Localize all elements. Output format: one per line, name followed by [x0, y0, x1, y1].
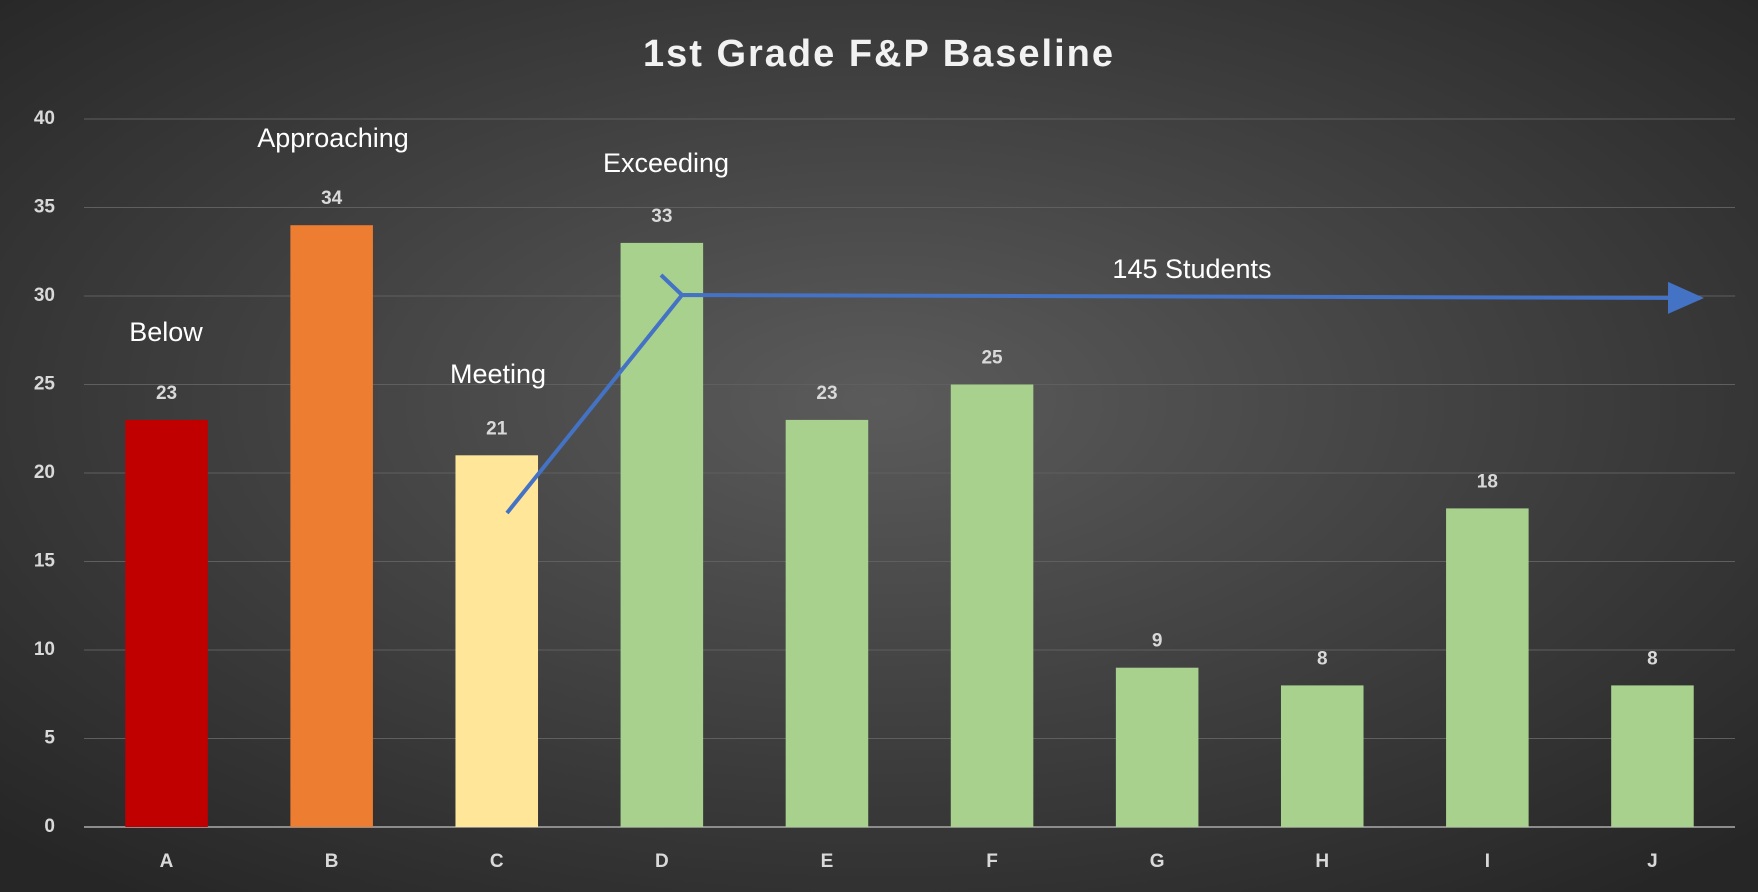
y-tick-label: 30: [34, 285, 55, 306]
y-tick-label: 35: [34, 197, 56, 218]
x-tick-label: A: [160, 851, 174, 872]
data-label: 33: [651, 206, 672, 227]
x-tick-label: E: [821, 851, 834, 872]
data-label: 18: [1477, 471, 1498, 492]
data-label: 21: [486, 418, 508, 439]
annotation: Approaching: [257, 123, 409, 153]
x-tick-label: B: [325, 851, 339, 872]
bar: [785, 419, 869, 827]
data-label: 23: [816, 383, 837, 404]
y-tick-label: 40: [34, 108, 55, 129]
data-label: 25: [981, 348, 1003, 369]
annotation: Meeting: [450, 359, 546, 389]
bar: [1611, 685, 1694, 827]
y-tick-label: 20: [34, 462, 55, 483]
bar: [1115, 667, 1199, 827]
annotation: Exceeding: [603, 148, 729, 178]
arrow: [505, 273, 1704, 515]
x-tick-label: J: [1647, 851, 1658, 872]
y-tick-label: 10: [34, 639, 55, 660]
annotation: 145 Students: [1112, 254, 1271, 284]
bar: [1446, 508, 1529, 827]
x-tick-label: H: [1315, 851, 1329, 872]
bar: [125, 419, 208, 827]
bar: [455, 455, 539, 827]
chart-title: 1st Grade F&P Baseline: [643, 33, 1115, 75]
plot: 0 5 10 15 20 25 30 35 40 A 23 B 34 C 21 D 33 E 23 F 25 G 9 H 8 I 1…: [34, 108, 1735, 872]
data-label: 9: [1152, 631, 1163, 652]
x-tick-label: C: [490, 851, 504, 872]
x-tick-label: I: [1485, 851, 1490, 872]
x-tick-label: D: [655, 851, 669, 872]
x-tick-label: G: [1150, 851, 1165, 872]
annotation: Below: [129, 317, 203, 347]
data-label: 8: [1647, 648, 1658, 669]
x-tick-label: F: [986, 851, 998, 872]
y-tick-label: 25: [34, 374, 56, 395]
data-label: 8: [1317, 648, 1328, 669]
bar: [620, 242, 704, 827]
bar: [290, 225, 373, 827]
y-tick-label: 5: [44, 728, 55, 749]
bar: [950, 384, 1034, 827]
bar: [1280, 685, 1364, 827]
y-tick-label: 15: [34, 551, 56, 572]
arrow-tip: [659, 273, 684, 297]
y-tick-label: 0: [44, 816, 55, 837]
data-label: 23: [156, 383, 177, 404]
data-label: 34: [321, 188, 343, 209]
